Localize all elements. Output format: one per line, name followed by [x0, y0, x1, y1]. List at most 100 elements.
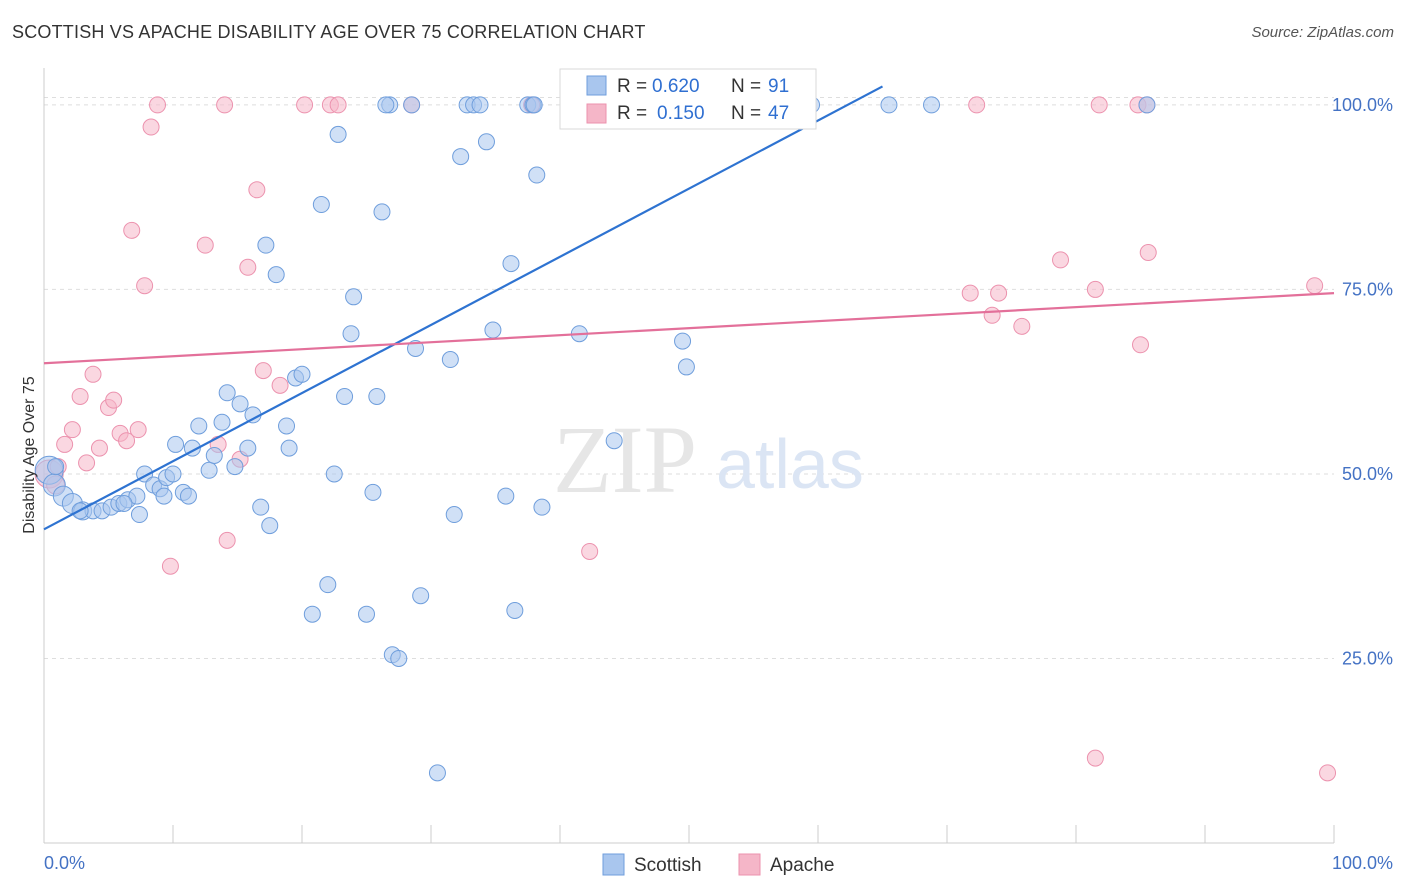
apache-point-17: [149, 96, 167, 114]
series-legend-label-apache: Apache: [770, 855, 834, 876]
apache-point-24: [239, 258, 257, 276]
apache-trend-line: [43, 292, 1335, 365]
apache-point-22: [218, 531, 236, 549]
apache-point-14: [129, 421, 147, 439]
trend-lines: [43, 85, 1335, 531]
scottish-point-42: [336, 387, 354, 405]
scottish-point-20: [190, 417, 208, 435]
scottish-point-56: [441, 351, 459, 369]
scottish-point-39: [319, 576, 337, 594]
scottish-point-52: [403, 96, 421, 114]
scottish-point-54: [412, 587, 430, 605]
apache-point-40: [1086, 280, 1104, 298]
scottish-point-26: [231, 395, 249, 413]
scottish-point-77: [674, 332, 692, 350]
correlation-legend: R = 0.620 N = 91 R = 0.150 N = 47: [559, 68, 817, 130]
scottish-point-58: [452, 148, 470, 166]
scottish-point-65: [502, 255, 520, 273]
apache-point-15: [136, 277, 154, 295]
apache-point-42: [1086, 749, 1104, 767]
scottish-point-62: [477, 133, 495, 151]
scottish-point-83: [1138, 96, 1156, 114]
y-tick-labels: 25.0% 50.0% 75.0% 100.0%: [1332, 95, 1393, 669]
series-legend: Scottish Apache: [602, 853, 834, 876]
apache-point-44: [1132, 336, 1149, 354]
scottish-point-81: [880, 96, 898, 114]
scottish-point-53: [407, 339, 425, 357]
series-legend-swatch-scottish: [602, 853, 625, 876]
scottish-point-61: [471, 96, 489, 114]
scottish-point-88: [47, 458, 65, 476]
apache-point-10: [105, 391, 123, 409]
legend-swatch-scottish: [586, 75, 607, 96]
scottish-point-64: [497, 487, 515, 505]
legend-r-label-scottish: R =: [617, 76, 647, 97]
scottish-point-55: [428, 764, 446, 782]
apache-point-25: [248, 181, 266, 199]
scottish-point-24: [218, 384, 236, 402]
y-tick-label-25: 25.0%: [1342, 648, 1393, 668]
scottish-point-16: [164, 465, 182, 483]
apache-point-38: [1013, 317, 1031, 335]
scottish-point-50: [390, 649, 408, 667]
apache-point-41: [1090, 96, 1108, 114]
legend-n-label-scottish: N =: [731, 76, 761, 97]
apache-point-3: [56, 435, 74, 453]
legend-r-label-apache: R =: [617, 103, 647, 124]
scottish-point-30: [257, 236, 275, 254]
scottish-point-27: [239, 439, 257, 457]
apache-point-16: [142, 118, 160, 136]
source-credit: Source: ZipAtlas.com: [1251, 24, 1394, 41]
scottish-point-69: [528, 166, 546, 184]
scottish-point-44: [345, 288, 363, 306]
apache-point-35: [968, 96, 986, 114]
watermark-zip: ZIP: [553, 406, 697, 513]
apache-point-39: [1052, 251, 1070, 269]
apache-point-28: [296, 96, 314, 114]
y-tick-label-75: 75.0%: [1342, 279, 1393, 299]
watermark: ZIP atlas: [553, 406, 864, 513]
scottish-point-85: [115, 494, 133, 512]
legend-n-label-apache: N =: [731, 103, 761, 124]
legend-swatch-apache: [586, 103, 607, 124]
scottish-point-86: [155, 487, 173, 505]
apache-point-4: [63, 421, 81, 439]
apache-point-47: [1319, 764, 1337, 782]
grid-lines: [44, 97, 1334, 659]
apache-point-7: [84, 365, 102, 383]
chart-title: SCOTTISH VS APACHE DISABILITY AGE OVER 7…: [12, 22, 646, 42]
legend-n-value-scottish: 91: [768, 76, 789, 97]
apache-point-8: [90, 439, 108, 457]
scottish-point-57: [445, 506, 463, 524]
scottish-point-29: [252, 498, 270, 516]
apache-point-45: [1139, 244, 1157, 262]
apache-point-27: [271, 376, 289, 394]
legend-n-value-apache: 47: [768, 103, 789, 124]
apache-point-30: [329, 96, 347, 114]
scottish-point-11: [130, 506, 148, 524]
scottish-point-33: [278, 417, 296, 435]
apache-point-34: [961, 284, 979, 302]
apache-point-46: [1306, 277, 1324, 295]
scottish-point-47: [368, 387, 386, 405]
y-tick-label-50: 50.0%: [1342, 464, 1393, 484]
apache-point-18: [161, 557, 179, 575]
scottish-point-38: [312, 196, 330, 214]
y-axis-label: Disability Age Over 75: [21, 376, 38, 534]
apache-point-19: [196, 236, 214, 254]
scottish-point-22: [205, 447, 223, 464]
y-tick-label-100: 100.0%: [1332, 95, 1393, 115]
apache-point-5: [71, 387, 89, 405]
legend-r-value-apache: 0.150: [657, 103, 705, 124]
scottish-point-43: [342, 325, 360, 343]
scottish-point-46: [364, 483, 382, 501]
scottish-point-66: [506, 602, 524, 619]
scottish-point-78: [677, 358, 695, 376]
scottish-point-82: [923, 96, 941, 114]
apache-point-37: [990, 284, 1008, 302]
scottish-point-25: [226, 458, 244, 476]
scottish-point-89: [525, 96, 543, 114]
scottish-point-87: [179, 487, 197, 505]
series-legend-swatch-apache: [738, 853, 761, 876]
scottish-point-21: [200, 461, 218, 479]
